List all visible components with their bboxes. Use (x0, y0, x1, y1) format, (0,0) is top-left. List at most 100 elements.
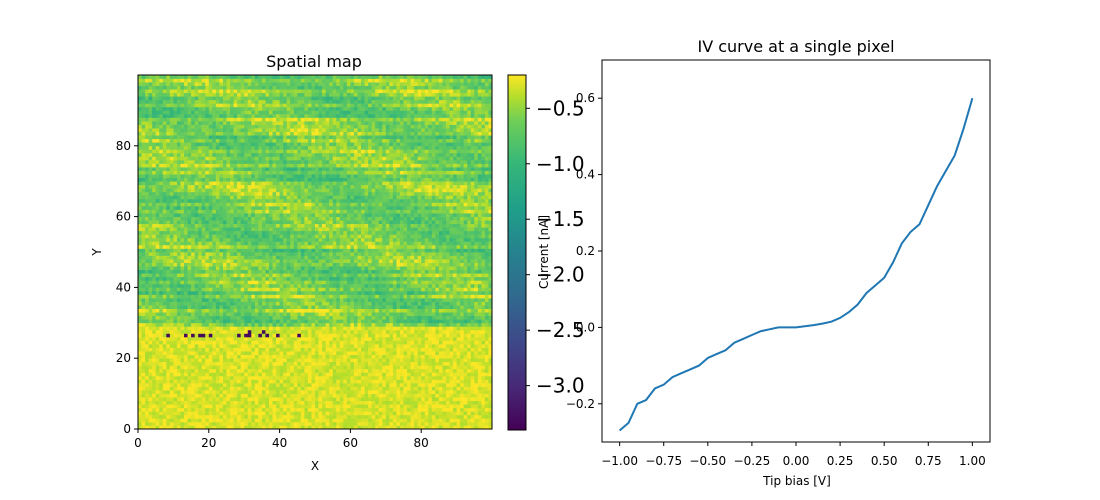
heatmap-cell (477, 358, 482, 363)
heatmap-cell (261, 358, 266, 363)
heatmap-cell (389, 326, 394, 331)
heatmap-cell (378, 294, 383, 299)
heatmap-cell (460, 287, 465, 292)
heatmap-cell (488, 368, 493, 373)
heatmap-cell (155, 407, 160, 412)
heatmap-cell (389, 418, 394, 423)
heatmap-cell (453, 344, 457, 348)
heatmap-cell (198, 259, 203, 263)
heatmap-cell (187, 421, 192, 426)
heatmap-cell (385, 375, 390, 380)
heatmap-cell (283, 315, 288, 320)
heatmap-cell (311, 287, 316, 292)
heatmap-cell (187, 400, 192, 405)
heatmap-cell (445, 269, 450, 274)
heatmap-cell (226, 375, 231, 380)
heatmap-cell (194, 404, 199, 409)
heatmap-cell (424, 262, 429, 267)
heatmap-cell (141, 276, 146, 281)
heatmap-cell (407, 326, 411, 331)
heatmap-cell (435, 329, 440, 334)
heatmap-cell (460, 276, 465, 281)
heatmap-cell (375, 375, 380, 380)
heatmap-cell (470, 333, 475, 338)
heatmap-cell (184, 386, 188, 391)
heatmap-cell (346, 404, 351, 409)
heatmap-cell (173, 344, 178, 348)
heatmap-cell (230, 266, 234, 271)
heatmap-cell (162, 418, 167, 423)
heatmap-cell (325, 358, 330, 363)
heatmap-cell (371, 262, 376, 267)
heatmap-cell (343, 319, 348, 324)
heatmap-cell (283, 365, 288, 370)
heatmap-cell (325, 404, 330, 409)
heatmap-cell (336, 319, 341, 324)
heatmap-cell (300, 298, 305, 302)
heatmap-cell (279, 418, 284, 423)
heatmap-cell (166, 351, 171, 356)
heatmap-cell (445, 283, 450, 288)
heatmap-cell (155, 252, 160, 256)
heatmap-cell (187, 276, 192, 281)
heatmap-cell (463, 252, 468, 256)
heatmap-cell (152, 411, 157, 416)
heatmap-cell (286, 336, 291, 341)
heatmap-cell (268, 344, 273, 348)
heatmap-cell (410, 347, 415, 352)
heatmap-cell (184, 336, 188, 341)
heatmap-cell (272, 425, 277, 430)
heatmap-cell (484, 411, 489, 416)
heatmap-cell (208, 326, 213, 331)
heatmap-cell (463, 319, 468, 324)
heatmap-cell (215, 283, 220, 288)
heatmap-cell (445, 404, 450, 409)
heatmap-cell (180, 382, 185, 387)
heatmap-cell (283, 411, 288, 416)
heatmap-cell (332, 266, 337, 271)
heatmap-cell (272, 305, 277, 309)
heatmap-cell (396, 340, 401, 345)
heatmap-cell (389, 382, 394, 387)
heatmap-cell (145, 344, 149, 348)
heatmap-cell (463, 298, 468, 302)
heatmap-cell (396, 252, 401, 256)
heatmap-cell (244, 344, 249, 348)
heatmap-cell (318, 400, 323, 405)
heatmap-cell (233, 344, 238, 348)
heatmap-cell (456, 308, 461, 313)
heatmap-cell (187, 298, 192, 302)
heatmap-cell (201, 365, 206, 370)
heatmap-cell (258, 319, 263, 324)
heatmap-cell (304, 319, 309, 324)
heatmap-cell (215, 315, 220, 320)
heatmap-cell (368, 390, 372, 394)
heatmap-cell (339, 407, 344, 412)
heatmap-cell (364, 269, 369, 274)
heatmap-cell (215, 312, 220, 317)
heatmap-cell (311, 358, 316, 363)
heatmap-cell (438, 344, 443, 348)
heatmap-cell (470, 404, 475, 409)
heatmap-cell (187, 259, 192, 263)
heatmap-cell (357, 312, 362, 317)
heatmap-cell (463, 305, 468, 309)
heatmap-cell (293, 280, 298, 285)
heatmap-cell (460, 351, 465, 356)
heatmap-cell (240, 358, 245, 363)
heatmap-cell (148, 273, 153, 278)
heatmap-cell (449, 375, 454, 380)
heatmap-cell (357, 287, 362, 292)
heatmap-cell (307, 294, 312, 299)
heatmap-cell (410, 255, 415, 260)
heatmap-cell (219, 252, 224, 256)
heatmap-cell (169, 368, 174, 373)
heatmap-cell (237, 276, 242, 281)
heatmap-cell (407, 358, 411, 363)
heatmap-cell (453, 372, 457, 377)
heatmap-cell (272, 351, 277, 356)
heatmap-cell (460, 290, 465, 295)
heatmap-cell (435, 344, 440, 348)
heatmap-cell (467, 315, 472, 320)
heatmap-cell (293, 252, 298, 256)
